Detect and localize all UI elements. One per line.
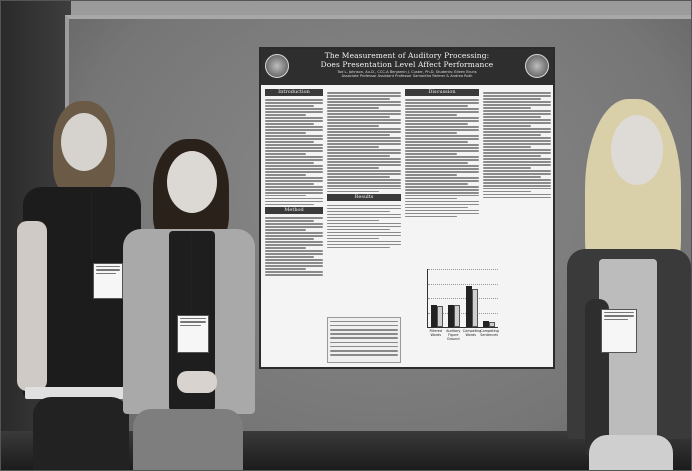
research-poster: The Measurement of Auditory Processing: … [259, 47, 555, 369]
poster-column-3: Discussion [405, 89, 479, 365]
person-right [565, 99, 691, 470]
person-center-pants [133, 409, 243, 470]
chart-bar [471, 288, 478, 327]
discussion-text [405, 96, 479, 218]
chart-gridline [428, 269, 498, 270]
chart-plot-area [427, 269, 498, 328]
person-left-face [61, 113, 107, 171]
person-left-name-badge [93, 263, 123, 299]
results-table [327, 317, 401, 363]
university-seal-right-icon [525, 54, 549, 78]
section-heading-introduction: Introduction [265, 89, 323, 96]
poster-bar-chart: Filtered Words Auditory Figure Ground Comp… [419, 263, 505, 347]
poster-title-line2: Does Presentation Level Affect Performan… [320, 60, 494, 69]
poster-column-1: Introduction Method [265, 89, 323, 365]
person-right-face [611, 115, 663, 185]
poster-header: The Measurement of Auditory Processing: … [261, 49, 553, 85]
person-left-legs [33, 397, 129, 470]
chart-category-label: Filtered Words [429, 329, 443, 337]
conclusion-text [483, 89, 551, 199]
person-right-legs [589, 435, 673, 470]
chart-bar [454, 304, 461, 327]
chart-gridline [428, 312, 498, 314]
chart-category-label: Auditory Figure Ground [446, 329, 461, 341]
method-continued-text [327, 89, 401, 193]
person-right-name-badge [601, 309, 637, 353]
chart-bar [436, 306, 443, 327]
chart-gridline [428, 283, 498, 285]
person-left [15, 101, 145, 470]
introduction-text [265, 96, 323, 206]
method-text [265, 214, 323, 276]
university-seal-left-icon [265, 54, 289, 78]
poster-authors: Tod L. Johnson, Au.D., CCC-A Benjamin J.… [337, 70, 477, 79]
chart-gridline [428, 298, 498, 299]
poster-title: The Measurement of Auditory Processing: … [261, 51, 553, 69]
person-center-name-badge [177, 315, 209, 353]
section-heading-results: Results [327, 194, 401, 202]
section-heading-method: Method [265, 206, 323, 214]
poster-column-2: Results [327, 89, 401, 365]
person-left-shirt-hem [25, 387, 137, 399]
chart-bar [483, 321, 490, 327]
chart-bar [489, 322, 496, 327]
chart-category-label: Competing Words [462, 329, 482, 337]
person-center-face [167, 151, 217, 213]
chart-bar [465, 286, 472, 327]
person-center-hands [177, 371, 217, 393]
poster-column-4 [483, 89, 551, 365]
results-text [327, 201, 401, 249]
poster-title-line1: The Measurement of Auditory Processing: [324, 51, 490, 60]
chart-bar [430, 304, 437, 327]
person-center [119, 139, 259, 470]
person-left-arm [17, 221, 47, 391]
chart-bar [448, 304, 455, 327]
section-heading-discussion: Discussion [405, 89, 479, 96]
chart-category-label: Competing Sentences [480, 329, 499, 337]
